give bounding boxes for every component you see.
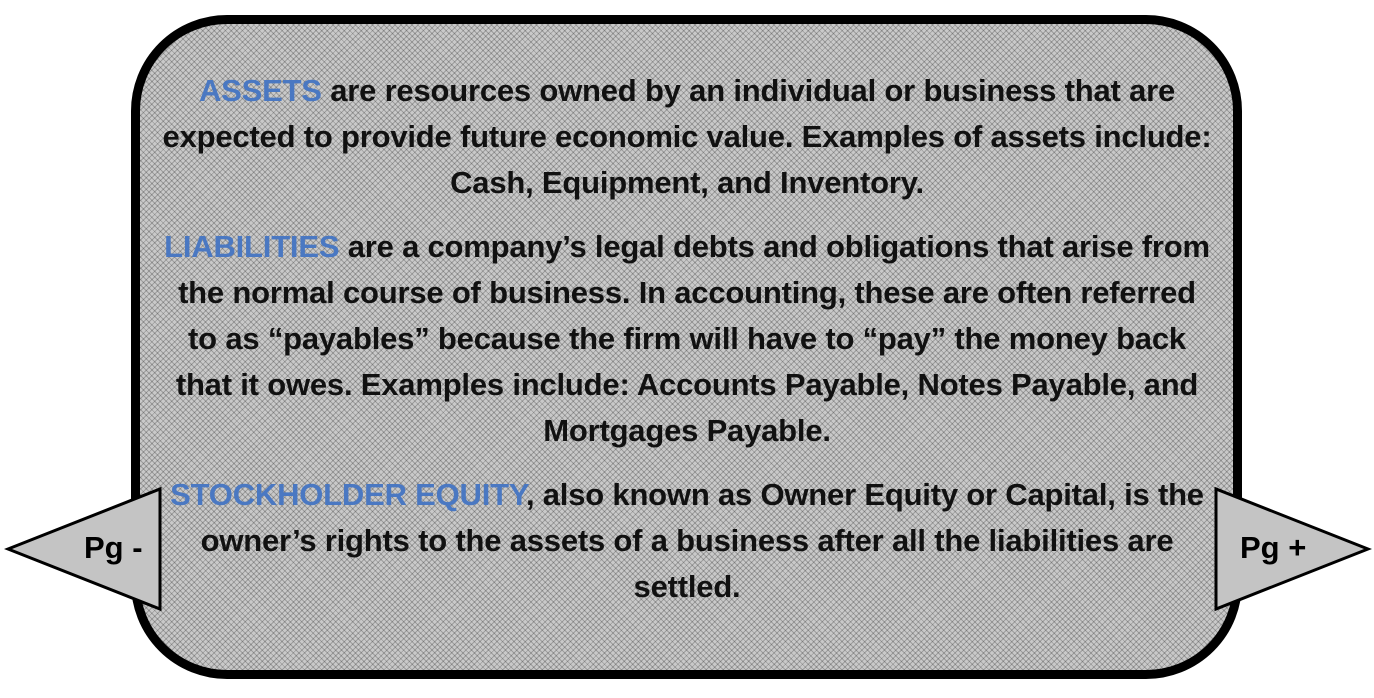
paragraph-liabilities: LIABILITIES are a company’s legal debts … (160, 224, 1214, 454)
prev-page-button[interactable]: Pg - (4, 486, 164, 612)
term-liabilities: LIABILITIES (164, 229, 340, 264)
next-page-button[interactable]: Pg + (1212, 486, 1372, 612)
definition-assets: are resources owned by an individual or … (162, 73, 1212, 200)
term-assets: ASSETS (198, 73, 322, 108)
prev-page-label: Pg - (84, 530, 143, 565)
term-stockholder-equity: STOCKHOLDER EQUITY (170, 477, 526, 512)
definition-stockholder-equity: , also known as Owner Equity or Capital,… (200, 477, 1204, 604)
panel-content: ASSETS are resources owned by an individ… (160, 68, 1214, 628)
right-arrow-icon (1214, 486, 1372, 612)
paragraph-stockholder-equity: STOCKHOLDER EQUITY, also known as Owner … (160, 472, 1214, 610)
paragraph-assets: ASSETS are resources owned by an individ… (160, 68, 1214, 206)
info-panel (131, 15, 1242, 679)
next-page-label: Pg + (1240, 530, 1307, 565)
left-arrow-icon (4, 486, 162, 612)
definition-liabilities: are a company’s legal debts and obligati… (175, 229, 1210, 448)
